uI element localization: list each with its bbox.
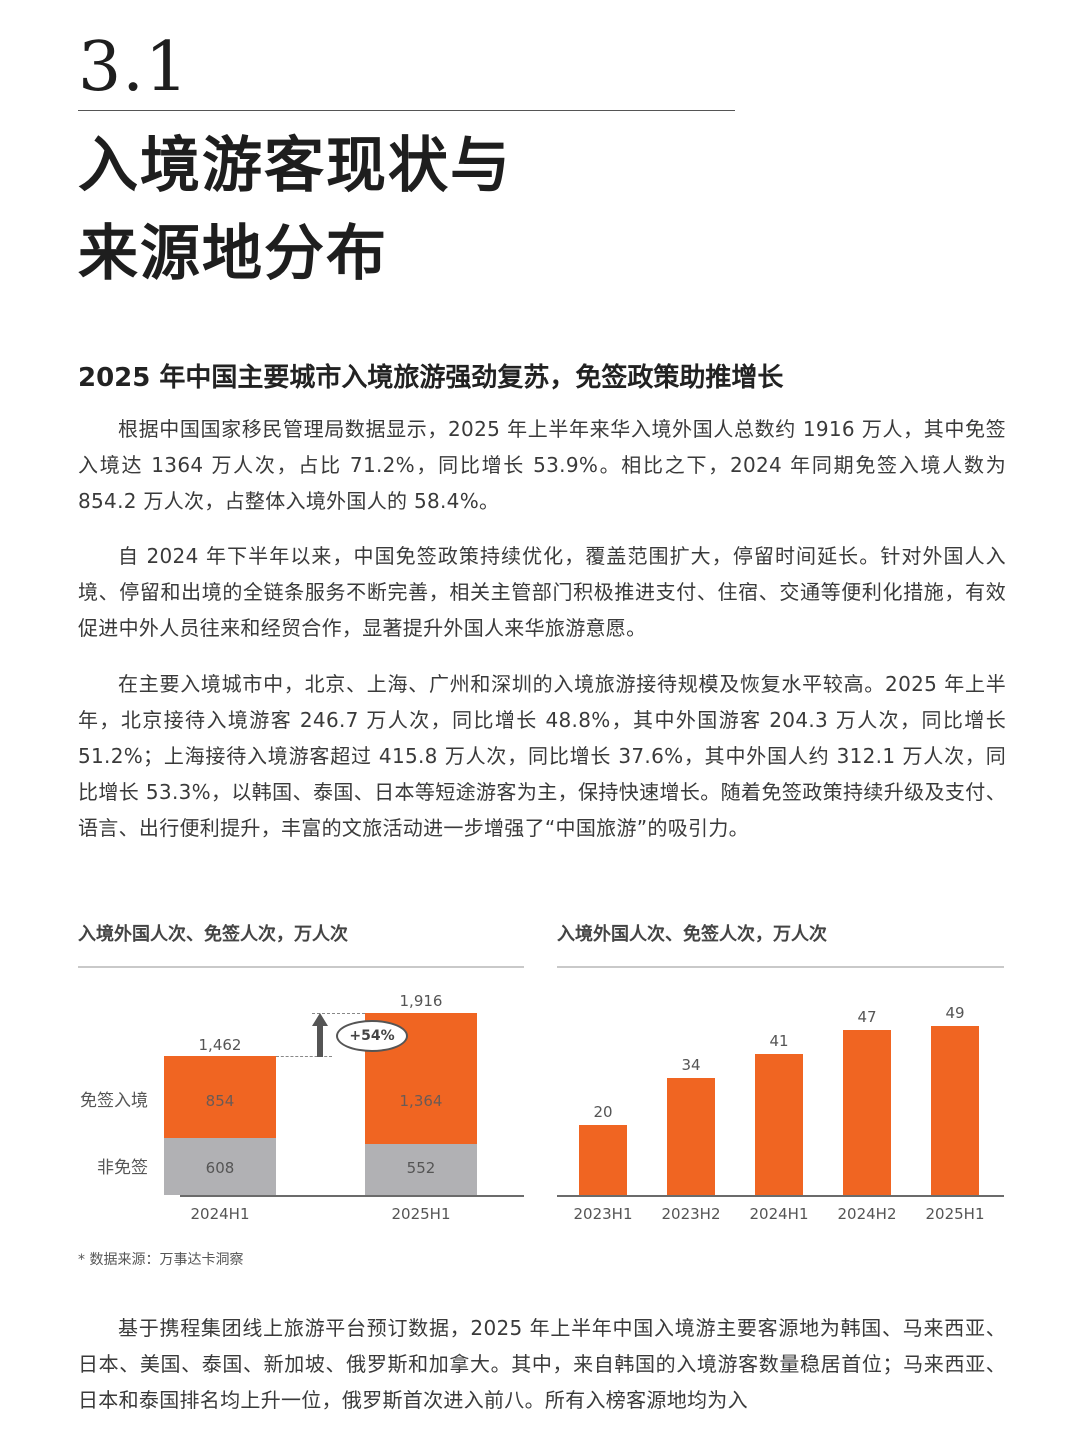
subheading: 2025 年中国主要城市入境旅游强劲复苏，免签政策助推增长 bbox=[78, 363, 784, 393]
up-arrow-icon bbox=[312, 1013, 328, 1057]
paragraph-2: 自 2024 年下半年以来，中国免签政策持续优化，覆盖范围扩大，停留时间延长。针… bbox=[78, 544, 1006, 640]
bar-2024h1-visa-free bbox=[164, 1056, 276, 1138]
value-2024h1-visa-free: 854 bbox=[205, 1092, 235, 1110]
xlabel-2023h2: 2023H2 bbox=[661, 1205, 721, 1223]
xlabel-2025h1-right: 2025H1 bbox=[925, 1205, 985, 1223]
section-title-line2: 来源地分布 bbox=[78, 219, 388, 289]
source-note: * 数据来源：万事达卡洞察 bbox=[78, 1252, 244, 1268]
bar-2025h1 bbox=[931, 1026, 979, 1195]
xlabel-2024h1: 2024H1 bbox=[190, 1205, 250, 1223]
chart-left-x-axis bbox=[180, 1195, 524, 1197]
xlabel-2024h2: 2024H2 bbox=[837, 1205, 897, 1223]
growth-badge: +54% bbox=[336, 1020, 408, 1052]
bar-2025h1-non-visa-free bbox=[365, 1144, 477, 1195]
value-2023h2: 34 bbox=[681, 1056, 701, 1074]
section-number: 3.1 bbox=[78, 28, 190, 107]
legend-non-visa-free: 非免签 bbox=[97, 1158, 148, 1178]
bar-2023h2 bbox=[667, 1078, 715, 1195]
bar-2024h1-non-visa-free bbox=[164, 1138, 276, 1195]
value-2024h1: 41 bbox=[769, 1032, 789, 1050]
xlabel-2024h1-right: 2024H1 bbox=[749, 1205, 809, 1223]
value-2023h1: 20 bbox=[593, 1103, 613, 1121]
total-2025h1: 1,916 bbox=[399, 992, 443, 1010]
xlabel-2023h1: 2023H1 bbox=[573, 1205, 633, 1223]
paragraph-4: 基于携程集团线上旅游平台预订数据，2025 年上半年中国入境游主要客源地为韩国、… bbox=[78, 1316, 1006, 1412]
value-2025h1-visa-free: 1,364 bbox=[399, 1092, 443, 1110]
paragraph-3: 在主要入境城市中，北京、上海、广州和深圳的入境旅游接待规模及恢复水平较高。202… bbox=[78, 672, 1006, 840]
guide-line-2024 bbox=[276, 1056, 332, 1057]
chart-right-title-rule bbox=[557, 966, 1004, 968]
bar-2024h1 bbox=[755, 1054, 803, 1195]
legend-visa-free: 免签入境 bbox=[80, 1091, 148, 1111]
section-title-line1: 入境游客现状与 bbox=[78, 131, 512, 201]
total-2024h1: 1,462 bbox=[198, 1036, 242, 1054]
section-title: 入境游客现状与 来源地分布 bbox=[78, 122, 512, 298]
value-2025h1: 49 bbox=[945, 1004, 965, 1022]
value-2024h1-non-visa-free: 608 bbox=[205, 1159, 235, 1177]
xlabel-2025h1: 2025H1 bbox=[391, 1205, 451, 1223]
chart-left-title-rule bbox=[78, 966, 524, 968]
chart-right-x-axis bbox=[557, 1195, 1004, 1197]
paragraph-1: 根据中国国家移民管理局数据显示，2025 年上半年来华入境外国人总数约 1916… bbox=[78, 417, 1006, 513]
bar-2023h1 bbox=[579, 1125, 627, 1195]
bar-2025h1-visa-free bbox=[365, 1013, 477, 1144]
guide-line-2025 bbox=[312, 1013, 365, 1014]
chart-right-title: 入境外国人次、免签人次，万人次 bbox=[557, 924, 827, 945]
title-divider bbox=[78, 110, 735, 111]
bar-2024h2 bbox=[843, 1030, 891, 1195]
chart-left-title: 入境外国人次、免签人次，万人次 bbox=[78, 924, 348, 945]
value-2025h1-non-visa-free: 552 bbox=[406, 1159, 436, 1177]
value-2024h2: 47 bbox=[857, 1008, 877, 1026]
